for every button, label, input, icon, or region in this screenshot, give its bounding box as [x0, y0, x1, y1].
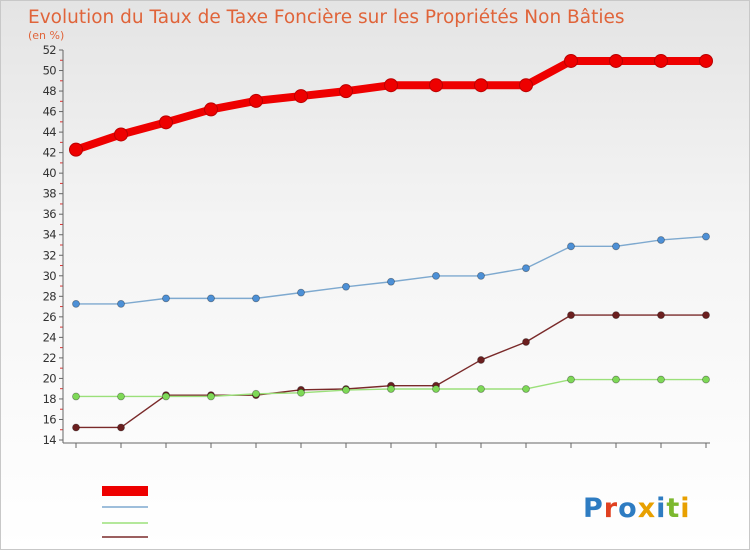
y-axis-unit: (en %)	[28, 29, 64, 42]
y-tick-label: 20	[43, 371, 57, 385]
data-point	[522, 264, 530, 273]
y-tick-label: 32	[43, 248, 57, 262]
data-point	[612, 311, 620, 319]
data-point	[429, 78, 443, 93]
data-point	[567, 242, 575, 251]
data-point	[117, 300, 125, 308]
data-point	[117, 423, 125, 432]
data-point	[432, 271, 440, 280]
data-point	[564, 53, 578, 68]
data-point	[339, 84, 353, 99]
data-point	[474, 78, 488, 93]
data-point	[567, 311, 575, 319]
data-point	[342, 282, 350, 291]
data-point	[612, 242, 620, 251]
y-tick-label: 44	[43, 125, 57, 139]
data-point	[249, 93, 263, 108]
y-tick-label: 52	[43, 43, 57, 57]
data-point	[654, 53, 668, 68]
data-point	[432, 385, 440, 393]
data-point	[207, 294, 215, 303]
y-tick-label: 24	[43, 330, 57, 344]
data-point	[522, 385, 530, 393]
proxiti-logo: Proxiti	[583, 493, 691, 524]
data-point	[702, 232, 710, 241]
data-point	[477, 385, 485, 393]
y-tick-label: 16	[43, 412, 57, 426]
chart-title: Evolution du Taux de Taxe Foncière sur l…	[28, 7, 625, 28]
y-tick-label: 42	[43, 146, 57, 160]
legend	[102, 486, 148, 538]
data-point	[657, 375, 665, 384]
y-tick-label: 22	[43, 351, 57, 365]
data-point	[162, 294, 170, 303]
data-point	[114, 127, 128, 142]
data-point	[342, 386, 350, 394]
data-point	[384, 78, 398, 93]
y-tick-label: 40	[43, 166, 57, 180]
data-point	[702, 375, 710, 384]
data-point	[477, 271, 485, 280]
data-point	[252, 294, 260, 303]
data-point	[159, 115, 173, 130]
y-tick-label: 18	[43, 392, 57, 406]
plot-area	[69, 53, 713, 432]
data-point	[699, 53, 713, 68]
data-point	[72, 423, 80, 432]
data-point	[567, 375, 575, 384]
data-point	[657, 236, 665, 244]
data-point	[387, 385, 395, 393]
data-point	[297, 288, 305, 297]
data-point	[609, 53, 623, 68]
y-tick-label: 34	[43, 228, 57, 242]
data-point	[387, 277, 395, 286]
y-tick-label: 36	[43, 207, 57, 221]
logo-text: Proxiti	[583, 493, 691, 524]
y-tick-label: 46	[43, 105, 57, 119]
data-point	[702, 311, 710, 319]
data-point	[162, 392, 170, 401]
axes: 14 16 18 20 22 24 26 28 30 32 34 36 38 40 42 44 46 48 50 52	[43, 43, 710, 448]
data-point	[69, 142, 83, 157]
data-point	[204, 102, 218, 117]
y-tick-label: 28	[43, 289, 57, 303]
y-tick-label: 38	[43, 187, 57, 201]
data-point	[72, 392, 80, 401]
y-tick-label: 30	[43, 269, 57, 283]
series-line-jonchery	[76, 314, 706, 429]
data-point	[207, 392, 215, 401]
y-tick-label: 50	[43, 64, 57, 78]
data-point	[294, 89, 308, 104]
data-point	[657, 311, 665, 319]
y-tick-label: 26	[43, 310, 57, 324]
data-point	[117, 392, 125, 401]
series-line-chaumont	[74, 56, 706, 154]
y-tick-label: 48	[43, 84, 57, 98]
data-point	[252, 389, 260, 398]
data-point	[297, 388, 305, 397]
data-point	[612, 375, 620, 384]
data-point	[477, 356, 485, 364]
data-point	[522, 338, 530, 346]
data-point	[72, 300, 80, 308]
data-point	[519, 78, 533, 93]
series-line-chamarandes-choignes	[76, 235, 707, 305]
y-tick-label: 14	[43, 433, 57, 447]
